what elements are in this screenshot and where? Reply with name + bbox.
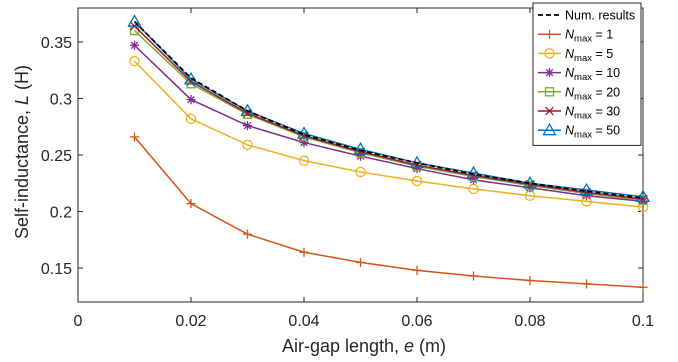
legend-label-n-max-5: Nmax = 5: [565, 47, 613, 64]
tick-labels: 0 0.02 0.04 0.06 0.08 0.1 0.15 0.2 0.25 0.3 0.35: [41, 35, 654, 330]
series-line-n-max-20: [133, 30, 644, 201]
legend-label-num-results: Num. results: [565, 9, 635, 23]
data-point-n-max-50: [466, 165, 481, 179]
y-axis-title: Self-inductance, L (H): [12, 65, 32, 239]
x-tick-label: 0.06: [401, 313, 432, 330]
series-line-n-max-5: [133, 60, 644, 208]
legend-label-tail: = 5: [592, 47, 613, 61]
data-point-n-max-50: [127, 14, 142, 27]
data-point-n-max-1: [581, 279, 592, 289]
legend-label-main: N: [565, 85, 575, 99]
legend-label-main: N: [565, 105, 575, 119]
y-axis-unit: (H): [12, 65, 32, 95]
series-num-results: [133, 20, 644, 199]
data-point-n-max-10: [242, 121, 253, 131]
legend-marker-n-max-50: [542, 122, 557, 136]
data-point-n-max-5: [355, 166, 366, 178]
x-tick-label: 0.08: [514, 313, 545, 330]
data-point-n-max-50: [353, 142, 368, 155]
data-point-n-max-1: [638, 282, 648, 292]
data-point-n-max-1: [412, 265, 422, 275]
data-point-n-max-5: [242, 139, 253, 151]
series-line-n-max-1: [133, 136, 644, 289]
y-axis-variable: L: [12, 95, 32, 105]
legend-label-sub: max: [574, 34, 592, 45]
legend-label-sub: max: [574, 130, 592, 141]
data-point-n-max-50: [240, 103, 255, 117]
legend-label-sub: max: [574, 91, 592, 102]
data-point-n-max-1: [468, 271, 479, 281]
legend-label-main: N: [565, 66, 575, 80]
series-n-max-1: [129, 132, 648, 292]
legend-marker-n-max-1: [544, 29, 555, 39]
data-point-n-max-1: [129, 132, 140, 142]
legend-marker-n-max-30: [545, 106, 554, 116]
legend-label-n-max-30: Nmax = 30: [565, 105, 620, 122]
series-line-n-max-30: [133, 25, 644, 200]
data-point-n-max-1: [186, 199, 196, 209]
data-point-n-max-5: [129, 55, 140, 67]
legend-label-main: N: [565, 28, 575, 42]
legend-label-sub: max: [574, 111, 592, 122]
x-axis-label-text: Air-gap length,: [282, 336, 404, 356]
data-point-n-max-1: [299, 247, 309, 257]
data-point-n-max-1: [242, 229, 253, 239]
y-tick-label: 0.15: [41, 261, 72, 278]
x-tick-label: 0.04: [288, 313, 319, 330]
x-axis-variable: e: [404, 336, 414, 356]
data-point-n-max-50: [183, 71, 199, 85]
y-tick-label: 0.25: [41, 148, 72, 165]
legend-label-tail: = 50: [592, 124, 620, 138]
legend-label-n-max-10: Nmax = 10: [565, 66, 620, 83]
legend-marker-n-max-20: [544, 87, 555, 97]
data-point-n-max-10: [186, 94, 196, 105]
legend-label-n-max-1: Nmax = 1: [565, 28, 613, 45]
legend-label-tail: = 20: [592, 85, 620, 99]
data-point-n-max-5: [411, 175, 423, 187]
legend-label-sub: max: [574, 53, 592, 64]
legend-label-n-max-20: Nmax = 20: [565, 85, 620, 102]
x-tick-label: 0.02: [175, 313, 206, 330]
y-tick-label: 0.2: [50, 205, 72, 222]
legend-label-tail: = 30: [592, 105, 620, 119]
series-layer: [127, 14, 651, 292]
data-point-n-max-50: [579, 182, 594, 196]
y-tick-label: 0.3: [50, 91, 72, 108]
x-tick-label: 0: [74, 313, 83, 330]
data-point-n-max-50: [409, 155, 425, 169]
legend-label-main: Num. results: [565, 9, 635, 23]
y-axis-label-text: Self-inductance,: [12, 105, 32, 239]
data-point-n-max-1: [355, 257, 366, 268]
series-line-num-results: [133, 20, 644, 199]
series-line-n-max-10: [133, 44, 644, 203]
y-tick-label: 0.35: [41, 35, 72, 52]
data-point-n-max-10: [129, 40, 140, 50]
legend-marker-n-max-5: [544, 48, 555, 59]
legend-label-n-max-50: Nmax = 50: [565, 124, 620, 141]
legend-label-main: N: [565, 47, 575, 61]
x-tick-label: 0.1: [632, 313, 654, 330]
data-point-n-max-5: [298, 155, 310, 166]
x-axis-title: Air-gap length, e (m): [282, 336, 446, 356]
x-axis-unit: (m): [414, 336, 446, 356]
legend-label-tail: = 1: [592, 28, 613, 42]
data-point-n-max-5: [185, 113, 197, 125]
legend-label-tail: = 10: [592, 66, 620, 80]
data-point-n-max-50: [635, 189, 651, 202]
legend-label-main: N: [565, 124, 575, 138]
data-point-n-max-1: [525, 275, 535, 286]
legend-marker-n-max-10: [544, 68, 555, 78]
legend-label-sub: max: [574, 72, 592, 83]
